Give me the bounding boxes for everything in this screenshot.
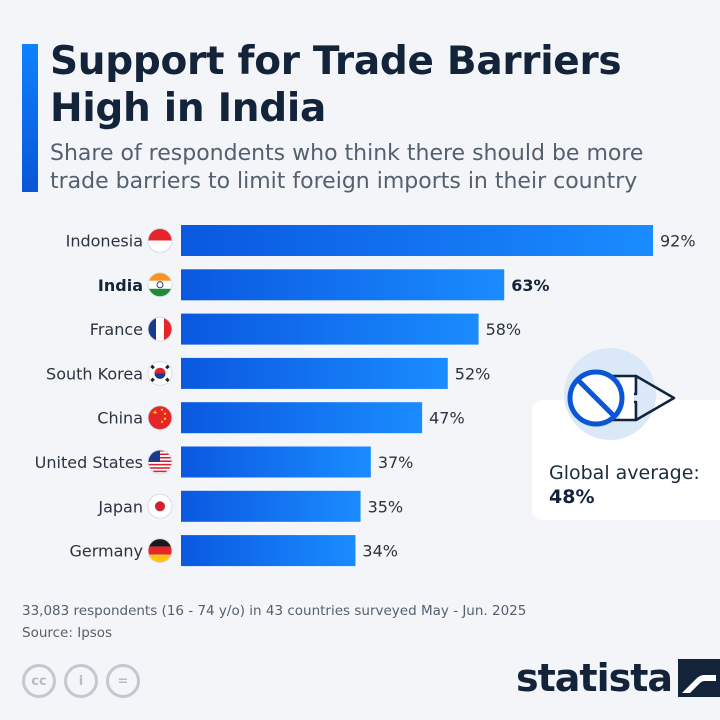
value-label-united-states: 37% [378, 453, 414, 472]
no-derivatives-icon[interactable]: = [106, 664, 140, 698]
title-accent-bar [22, 44, 38, 192]
united-states-flag-icon [148, 450, 172, 474]
bar-japan [181, 490, 361, 522]
bar-chart: Indonesia 92% India 63% France 58% South Korea… [35, 225, 696, 567]
japan-flag-icon [148, 494, 172, 519]
bar-united-states [181, 446, 371, 478]
category-label-south-korea: South Korea [46, 364, 143, 383]
category-label-united-states: United States [35, 453, 143, 472]
cc-icon[interactable]: cc [22, 664, 56, 698]
source-note: Source: Ipsos [22, 625, 113, 641]
category-label-india: India [98, 276, 143, 295]
bar-india [181, 269, 505, 301]
france-flag-icon [148, 317, 172, 342]
india-flag-icon [148, 272, 172, 297]
value-label-indonesia: 92% [660, 232, 696, 251]
page-subtitle: Share of respondents who think there sho… [50, 141, 644, 194]
bar-south-korea [181, 357, 448, 389]
south-korea-flag-icon [148, 361, 172, 386]
value-label-china: 47% [429, 409, 465, 428]
brand-name: statista [516, 656, 673, 700]
statista-logo[interactable]: statista [516, 656, 720, 700]
page-title: Support for Trade Barriers High in India [50, 39, 622, 131]
global-average-label: Global average: [549, 462, 700, 484]
category-label-germany: Germany [69, 542, 143, 561]
bar-france [181, 313, 479, 345]
attribution-icon[interactable]: i [64, 664, 98, 698]
survey-note: 33,083 respondents (16 - 74 y/o) in 43 c… [22, 603, 527, 619]
bar-indonesia [181, 225, 653, 256]
license-icons: cc i = [22, 664, 140, 698]
category-label-indonesia: Indonesia [66, 232, 143, 251]
value-label-japan: 35% [368, 497, 404, 516]
bar-china [181, 402, 423, 434]
category-label-china: China [97, 409, 143, 428]
global-average-value: 48% [549, 486, 595, 508]
footnote: 33,083 respondents (16 - 74 y/o) in 43 c… [22, 600, 526, 644]
indonesia-flag-icon [148, 228, 172, 253]
value-label-south-korea: 52% [455, 364, 491, 383]
value-label-france: 58% [486, 320, 522, 339]
china-flag-icon [148, 405, 172, 430]
category-label-japan: Japan [97, 497, 143, 516]
value-label-india: 63% [511, 276, 549, 295]
bar-germany [181, 535, 356, 567]
category-label-france: France [90, 320, 143, 339]
value-label-germany: 34% [362, 542, 398, 561]
germany-flag-icon [148, 538, 172, 563]
no-entry-arrow-icon [564, 348, 676, 440]
statista-mark-icon [678, 659, 720, 697]
